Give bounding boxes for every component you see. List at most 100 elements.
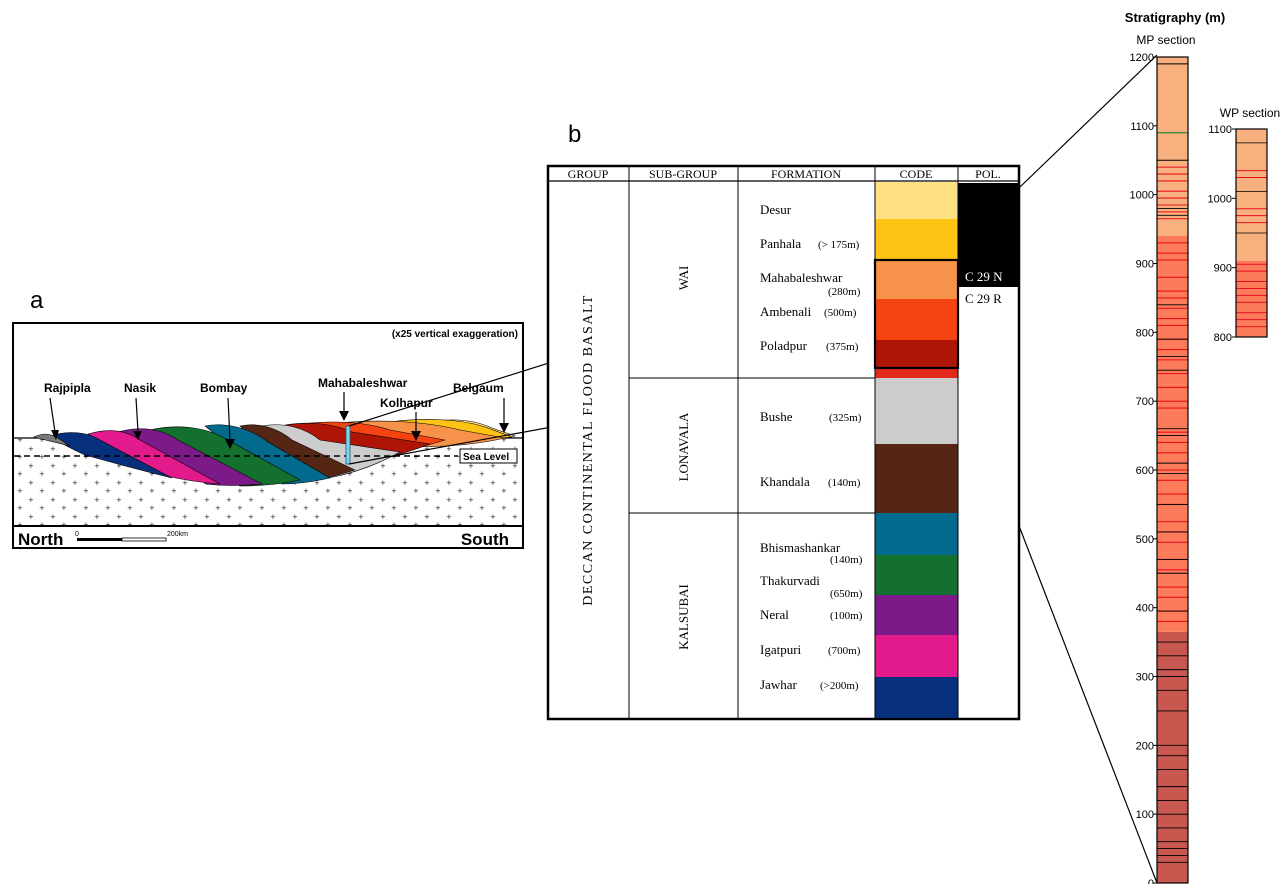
- wp-section-axis: 800 900 1000 1100: [1208, 124, 1236, 344]
- formation-mahabaleshwar: Mahabaleshwar: [760, 270, 843, 285]
- code-block-jawhar: [875, 677, 958, 718]
- code-block-bushe: [875, 378, 958, 444]
- code-block-bhismashankar: [875, 513, 958, 555]
- locality-belgaum: Belgaum: [453, 381, 504, 395]
- panel-b: b GROUP SUB-GROUP FORMATION CODE POL. DE…: [546, 121, 1021, 721]
- locality-arrows: [49, 392, 509, 449]
- mp-unit-block: [1157, 631, 1188, 883]
- mp-section-label: MP section: [1136, 33, 1195, 47]
- mp-tick-label: 500: [1136, 534, 1154, 546]
- group-label: DECCAN CONTINENTAL FLOOD BASALT: [581, 294, 596, 606]
- thickness-jawhar: (>200m): [820, 680, 859, 692]
- thickness-ambenali: (500m): [824, 307, 857, 319]
- south-label: South: [461, 530, 509, 549]
- code-block-transition: [875, 368, 958, 378]
- thickness-mahabaleshwar: (280m): [828, 286, 861, 298]
- unit-jawhar: [49, 432, 173, 479]
- sea-level-box: [459, 448, 518, 464]
- mp-tick-label: 1000: [1130, 190, 1154, 202]
- section-marker: [345, 425, 351, 465]
- code-block-neral: [875, 595, 958, 635]
- formation-desur: Desur: [760, 202, 792, 217]
- subgroup-lonavala: LONAVALA: [676, 412, 691, 481]
- mp-tick-label: 1100: [1130, 121, 1154, 133]
- mp-section-column: [1156, 56, 1189, 884]
- wp-section-column: [1235, 128, 1268, 338]
- mp-tick-label: 1200: [1130, 52, 1154, 64]
- locality-labels: Rajpipla Nasik Bombay Mahabaleshwar Kolh…: [44, 376, 504, 410]
- thickness-thakurvadi: (650m): [830, 588, 863, 600]
- mp-tick-label: 900: [1136, 259, 1154, 271]
- north-label: North: [18, 530, 63, 549]
- locality-nasik: Nasik: [124, 381, 156, 395]
- scale-end: 200km: [167, 531, 188, 538]
- thickness-bhismashankar: (140m): [830, 554, 863, 566]
- subgroup-wai: WAI: [676, 266, 691, 291]
- mp-tick-label: 300: [1136, 672, 1154, 684]
- header-pol: POL.: [975, 167, 1001, 181]
- polarity-normal: C 29 N: [965, 269, 1003, 284]
- code-block-panhala: [875, 219, 958, 260]
- mp-tick-label: 0: [1148, 878, 1154, 884]
- thickness-khandala: (140m): [828, 477, 861, 489]
- thickness-igatpuri: (700m): [828, 645, 861, 657]
- table-headers: GROUP SUB-GROUP FORMATION CODE POL.: [568, 167, 1001, 181]
- code-column: [875, 182, 958, 718]
- code-block-mahabaleshwar: [875, 260, 958, 299]
- thickness-bushe: (325m): [829, 412, 862, 424]
- code-block-thakurvadi: [875, 555, 958, 595]
- unit-rajpipla-grey: [33, 433, 71, 447]
- mp-tick-label: 600: [1136, 465, 1154, 477]
- subgroup-kalsubai: KALSUBAI: [676, 584, 691, 650]
- formation-neral: Neral: [760, 607, 789, 622]
- panel-b-letter: b: [568, 121, 581, 148]
- stratigraphy: Stratigraphy (m) MP section WP section 0…: [1125, 10, 1280, 884]
- formation-khandala: Khandala: [760, 474, 810, 489]
- wp-tick-label: 800: [1214, 332, 1232, 344]
- wp-unit-block: [1236, 260, 1267, 337]
- polarity-reverse: C 29 R: [965, 291, 1002, 306]
- header-code: CODE: [900, 167, 933, 181]
- mp-tick-label: 100: [1136, 809, 1154, 821]
- locality-kolhapur: Kolhapur: [380, 396, 433, 410]
- wp-section-label: WP section: [1220, 106, 1280, 120]
- mp-interval-outline: [873, 258, 960, 370]
- formation-ambenali: Ambenali: [760, 304, 812, 319]
- locality-bombay: Bombay: [200, 381, 248, 395]
- wp-tick-label: 1100: [1208, 124, 1232, 136]
- wp-tick-label: 1000: [1208, 193, 1232, 205]
- thickness-neral: (100m): [830, 610, 863, 622]
- thickness-poladpur: (375m): [826, 341, 859, 353]
- mp-unit-block: [1157, 235, 1188, 632]
- code-block-desur: [875, 182, 958, 219]
- header-formation: FORMATION: [771, 167, 841, 181]
- code-block-ambenali: [875, 299, 958, 340]
- formation-igatpuri: Igatpuri: [760, 642, 802, 657]
- exaggeration-note: (x25 vertical exaggeration): [392, 329, 518, 340]
- wp-column-frame: [1235, 128, 1268, 338]
- mp-unit-block: [1157, 57, 1188, 236]
- mp-tick-label: 200: [1136, 740, 1154, 752]
- mp-tick-label: 700: [1136, 396, 1154, 408]
- locality-rajpipla: Rajpipla: [44, 381, 91, 395]
- header-group: GROUP: [568, 167, 609, 181]
- mp-section-axis: 0 100 200 300 400 500 600 700 800 900 1000 1100 1200: [1130, 52, 1157, 884]
- strat-title: Stratigraphy (m): [1125, 10, 1225, 25]
- formation-thakurvadi: Thakurvadi: [760, 573, 820, 588]
- scale-bar: 0 200km: [75, 531, 188, 542]
- formation-bhismashankar: Bhismashankar: [760, 540, 841, 555]
- sea-level-label: Sea Level: [463, 452, 509, 463]
- formation-bushe: Bushe: [760, 409, 793, 424]
- panel-a: a (x25 vertical exaggeration) Sea Level: [12, 287, 524, 549]
- wp-unit-block: [1236, 129, 1267, 261]
- thickness-panhala: (> 175m): [818, 239, 860, 251]
- formation-poladpur: Poladpur: [760, 338, 808, 353]
- polarity-normal-block: [958, 183, 1020, 287]
- code-block-poladpur: [875, 340, 958, 368]
- scale-start: 0: [75, 531, 79, 538]
- formation-panhala: Panhala: [760, 236, 801, 251]
- wp-tick-label: 900: [1214, 263, 1232, 275]
- code-block-igatpuri: [875, 635, 958, 677]
- panel-a-letter: a: [30, 287, 44, 314]
- formation-jawhar: Jawhar: [760, 677, 797, 692]
